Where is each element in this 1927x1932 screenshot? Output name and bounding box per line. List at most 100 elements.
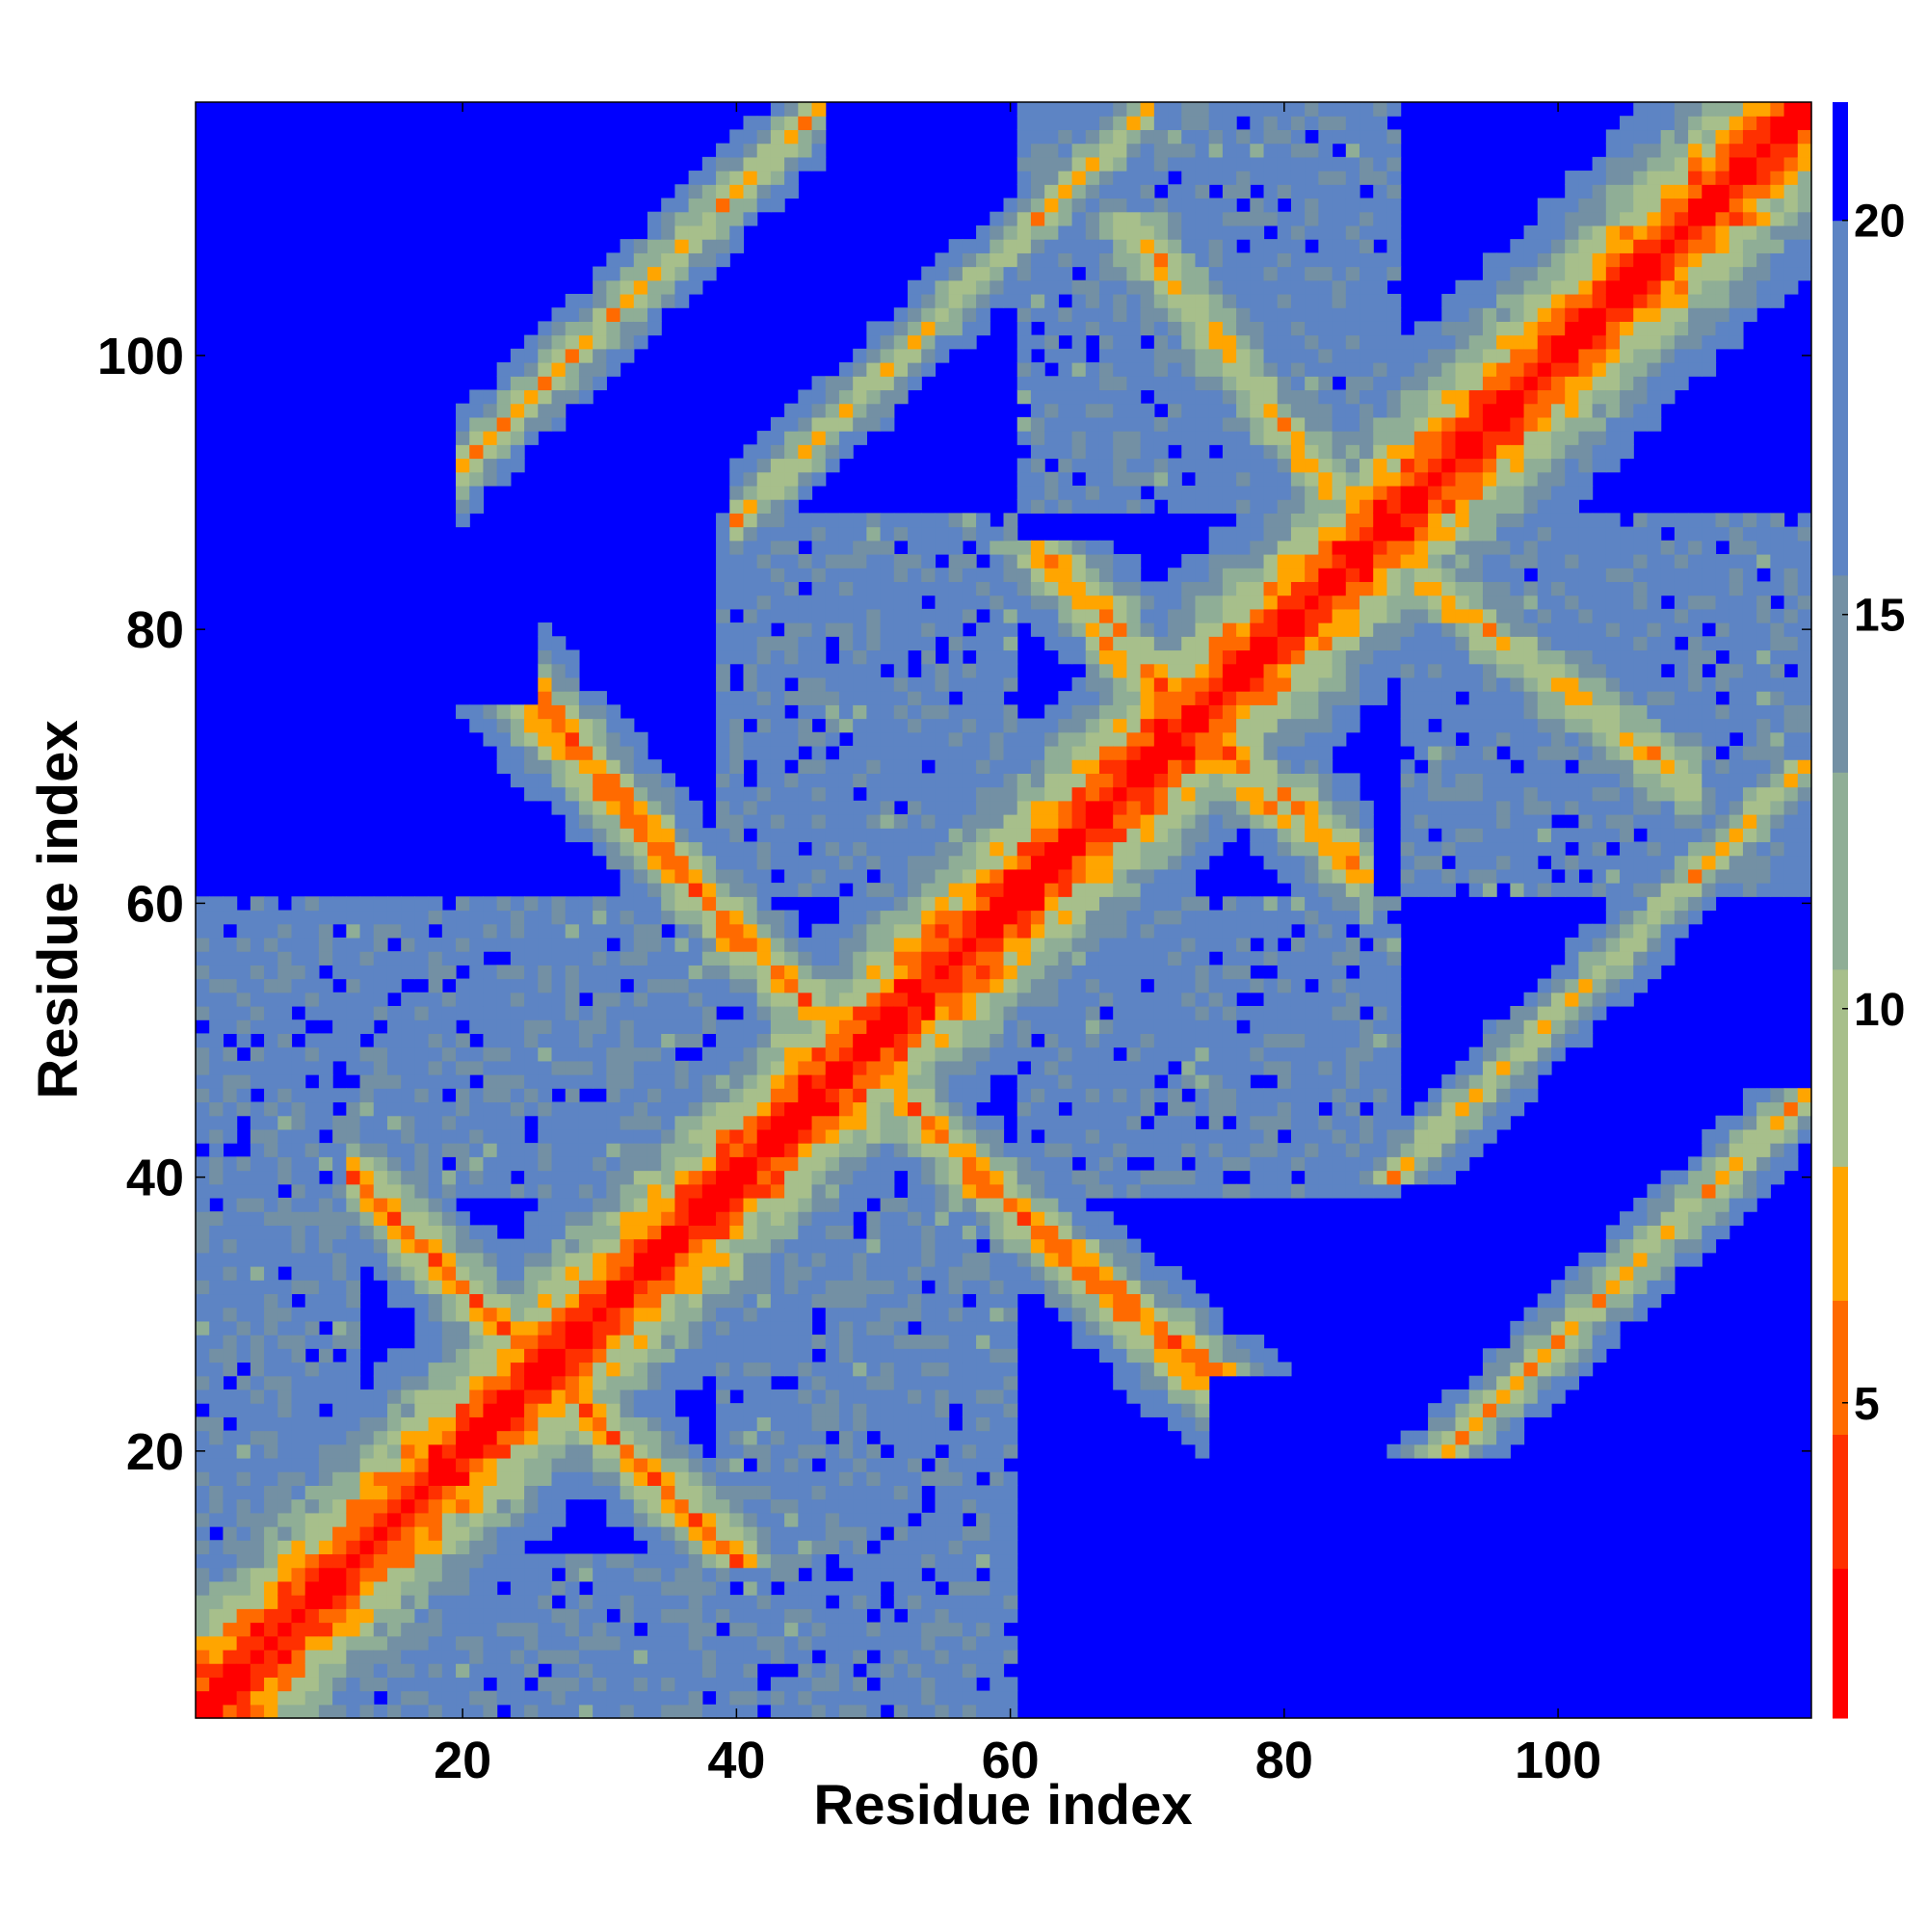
heatmap-cell: [853, 1553, 867, 1569]
heatmap-cell: [1003, 786, 1018, 802]
heatmap-cell: [798, 951, 813, 966]
heatmap-cell: [565, 1416, 580, 1432]
heatmap-cell: [674, 786, 690, 802]
heatmap-cell: [1003, 910, 1018, 925]
heatmap-cell: [551, 1580, 567, 1596]
heatmap-cell: [866, 526, 882, 542]
heatmap-cell: [770, 1362, 785, 1377]
heatmap-cell: [1058, 649, 1073, 665]
heatmap-cell: [756, 184, 772, 199]
heatmap-cell: [893, 1471, 909, 1486]
heatmap-cell: [1030, 896, 1045, 912]
heatmap-cell: [633, 978, 648, 993]
heatmap-cell: [304, 1608, 320, 1624]
heatmap-cell: [716, 1362, 730, 1377]
heatmap-cell: [908, 1156, 922, 1172]
heatmap-cell: [729, 156, 745, 172]
heatmap-cell: [633, 992, 648, 1007]
heatmap-cell: [1003, 663, 1018, 678]
heatmap-cell: [593, 910, 607, 925]
heatmap-cell: [578, 1046, 594, 1062]
heatmap-cell: [921, 1101, 937, 1117]
heatmap-cell: [1044, 156, 1059, 172]
heatmap-cell: [908, 1430, 922, 1445]
heatmap-cell: [838, 622, 854, 637]
heatmap-cell: [798, 1280, 813, 1295]
heatmap-cell: [250, 1649, 265, 1664]
heatmap-cell: [386, 1704, 402, 1719]
heatmap-cell: [510, 1430, 525, 1445]
heatmap-cell: [428, 951, 443, 966]
heatmap-cell: [784, 1088, 799, 1103]
heatmap-cell: [756, 608, 772, 623]
heatmap-cell: [743, 1211, 758, 1226]
heatmap-cell: [456, 1225, 470, 1240]
heatmap-cell: [1016, 225, 1032, 240]
heatmap-cell: [880, 1348, 895, 1363]
heatmap-cell: [811, 1498, 827, 1514]
heatmap-cell: [264, 1430, 278, 1445]
heatmap-cell: [893, 1197, 909, 1212]
heatmap-cell: [1044, 568, 1059, 583]
heatmap-cell: [1058, 1197, 1073, 1212]
heatmap-cell: [798, 1225, 813, 1240]
heatmap-cell: [250, 1471, 265, 1486]
heatmap-cell: [908, 1580, 922, 1596]
heatmap-cell: [866, 1019, 882, 1034]
heatmap-cell: [332, 1197, 347, 1212]
heatmap-cell: [729, 855, 745, 870]
heatmap-cell: [743, 198, 758, 213]
heatmap-cell: [428, 1320, 443, 1336]
heatmap-cell: [838, 1293, 854, 1309]
heatmap-cell: [976, 1457, 990, 1472]
heatmap-cell: [1003, 513, 1018, 528]
heatmap-cell: [620, 1238, 635, 1254]
heatmap-cell: [1044, 1252, 1059, 1267]
heatmap-cell: [483, 1430, 498, 1445]
heatmap-cell: [565, 1320, 580, 1336]
heatmap-cell: [1058, 581, 1073, 596]
heatmap-cell: [606, 1471, 621, 1486]
heatmap-cell: [223, 1183, 238, 1199]
heatmap-cell: [838, 1101, 854, 1117]
heatmap-cell: [483, 1348, 498, 1363]
heatmap-cell: [811, 1430, 827, 1445]
heatmap-cell: [798, 1088, 813, 1103]
heatmap-cell: [674, 1649, 690, 1664]
heatmap-cell: [990, 649, 1005, 665]
heatmap-cell: [428, 1183, 443, 1199]
heatmap-cell: [976, 773, 990, 788]
heatmap-cell: [976, 1128, 990, 1144]
heatmap-cell: [647, 759, 662, 774]
heatmap-cell: [743, 1498, 758, 1514]
heatmap-cell: [551, 1252, 567, 1267]
heatmap-cell: [565, 1443, 580, 1459]
heatmap-cell: [976, 1074, 990, 1089]
heatmap-cell: [1071, 444, 1087, 460]
heatmap-cell: [1003, 1471, 1018, 1486]
heatmap-cell: [838, 1580, 854, 1596]
heatmap-cell: [538, 1238, 553, 1254]
heatmap-cell: [291, 1156, 306, 1172]
heatmap-cell: [291, 1115, 306, 1130]
heatmap-cell: [236, 1170, 251, 1185]
heatmap-cell: [1044, 896, 1059, 912]
heatmap-cell: [428, 1526, 443, 1541]
heatmap-cell: [729, 1183, 745, 1199]
heatmap-cell: [277, 1635, 293, 1651]
heatmap-cell: [716, 992, 730, 1007]
heatmap-cell: [893, 348, 909, 363]
heatmap-cell: [373, 1156, 388, 1172]
heatmap-cell: [538, 403, 553, 418]
heatmap-cell: [908, 595, 922, 610]
heatmap-cell: [346, 1471, 361, 1486]
heatmap-cell: [853, 431, 867, 445]
heatmap-cell: [593, 786, 607, 802]
heatmap-cell: [853, 1170, 867, 1185]
heatmap-cell: [593, 1362, 607, 1377]
heatmap-cell: [414, 1526, 430, 1541]
heatmap-cell: [1003, 800, 1018, 815]
heatmap-cell: [469, 1170, 485, 1185]
heatmap-cell: [524, 403, 539, 418]
heatmap-cell: [647, 773, 662, 788]
